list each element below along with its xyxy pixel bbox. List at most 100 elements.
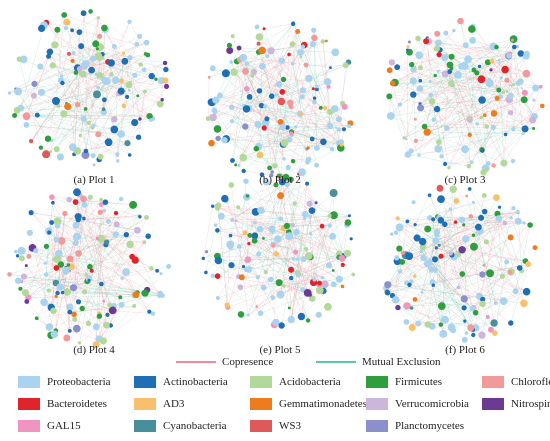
network-node (34, 112, 40, 118)
network-node (209, 65, 216, 72)
network-node (221, 137, 228, 144)
network-node (315, 311, 322, 318)
mutual-exclusion-edge (52, 202, 90, 279)
network-node (299, 87, 307, 94)
mutual-exclusion-edge (231, 210, 262, 266)
mutual-exclusion-edge (88, 215, 140, 279)
network-node (308, 207, 316, 214)
mutual-exclusion-edge (397, 261, 465, 309)
network-node (275, 81, 283, 88)
copresence-edge (451, 84, 487, 127)
mutual-exclusion-edge (20, 107, 150, 117)
network-node (436, 184, 444, 192)
network-node (81, 201, 88, 208)
copresence-edge (258, 51, 282, 102)
mutual-exclusion-edge (33, 95, 89, 123)
network-node (253, 145, 260, 152)
mutual-exclusion-edge (277, 238, 309, 321)
mutual-exclusion-edge (67, 69, 145, 107)
network-node (274, 93, 279, 97)
copresence-edge (327, 81, 331, 127)
network-node (247, 233, 253, 238)
network-node (67, 329, 72, 333)
mutual-exclusion-edge (96, 270, 158, 327)
network-node (494, 95, 500, 101)
copresence-edge (138, 91, 146, 138)
network-node (111, 76, 120, 84)
network-node (66, 303, 74, 311)
copresence-edge (432, 281, 483, 305)
copresence-edge (473, 276, 503, 308)
network-node (331, 105, 339, 113)
copresence-edge (309, 203, 330, 266)
copresence-edge (422, 246, 526, 262)
copresence-edge (491, 60, 535, 117)
mutual-exclusion-edge (312, 86, 329, 140)
network-node (209, 113, 217, 122)
network-node (60, 110, 68, 118)
network-node (484, 59, 491, 66)
network-node (52, 97, 60, 105)
network-node (312, 99, 317, 105)
mutual-exclusion-edge (293, 22, 326, 108)
copresence-edge (498, 89, 534, 129)
copresence-edge (30, 53, 146, 142)
network-node (18, 255, 25, 262)
mutual-exclusion-edge (78, 216, 161, 294)
mutual-exclusion-edge (272, 231, 333, 237)
copresence-edge (289, 215, 335, 309)
mutual-exclusion-edge (435, 218, 500, 271)
network-node (93, 90, 101, 99)
network-node (28, 210, 34, 216)
network-node (117, 130, 125, 138)
copresence-edge (30, 69, 92, 142)
network-node (103, 321, 110, 329)
network-node (89, 268, 94, 273)
network-node (79, 70, 86, 78)
network-node (95, 236, 100, 241)
network-node (13, 106, 21, 114)
legend-label: Planctomycetes (395, 420, 465, 432)
network-node (26, 229, 33, 236)
mutual-exclusion-edge (293, 161, 308, 163)
mutual-exclusion-edge (280, 147, 341, 176)
network-node (154, 77, 158, 81)
network-node (49, 220, 54, 225)
mutual-exclusion-edge (433, 219, 476, 328)
network-node (237, 284, 244, 290)
network-node (448, 80, 455, 87)
mutual-exclusion-edge (427, 271, 512, 325)
network-node (72, 316, 78, 322)
network-node (429, 279, 436, 285)
copresence-edge (17, 81, 108, 111)
network-node (262, 178, 270, 186)
mutual-exclusion-edge (249, 71, 255, 109)
mutual-exclusion-edge (402, 219, 462, 253)
network-node (406, 48, 409, 52)
mutual-exclusion-edge (304, 218, 348, 254)
mutual-exclusion-edge (233, 72, 307, 150)
mutual-exclusion-edge (230, 195, 248, 236)
network-node (461, 336, 468, 343)
mutual-exclusion-edge (387, 264, 529, 293)
copresence-edge (99, 305, 135, 314)
network-node (47, 230, 52, 235)
network-node (343, 249, 352, 257)
mutual-exclusion-edge (47, 53, 124, 139)
copresence-edge (64, 14, 106, 30)
network-node (242, 105, 251, 113)
network-node (124, 140, 131, 147)
legend-item-proteobacteria: Proteobacteria (18, 376, 111, 388)
copresence-edge (58, 253, 100, 317)
copresence-edge (429, 81, 470, 119)
copresence-edge (243, 134, 292, 158)
network-node (413, 117, 417, 121)
copresence-edge (399, 221, 519, 228)
copresence-edge (115, 213, 160, 297)
network-node (413, 138, 418, 143)
mutual-exclusion-edge (389, 45, 466, 97)
mutual-exclusion-edge (484, 211, 503, 277)
network-node (449, 185, 457, 193)
network-node (483, 113, 487, 117)
mutual-exclusion-edge (26, 270, 67, 302)
